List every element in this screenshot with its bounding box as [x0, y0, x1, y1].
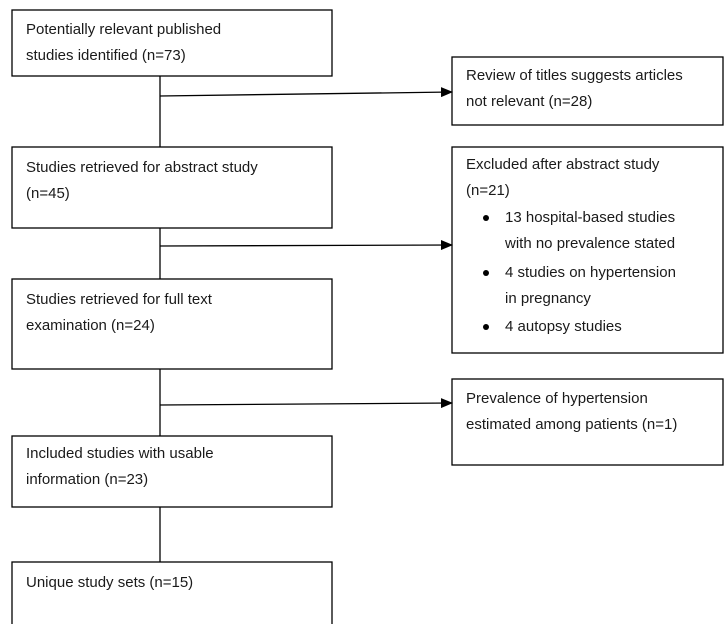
- bullet: [483, 324, 489, 330]
- box: [451, 56, 724, 126]
- arrow: [159, 398, 453, 409]
- box: [451, 378, 724, 466]
- arrow: [159, 240, 453, 251]
- node-text: (n=45): [26, 185, 70, 202]
- bullet-text: 4 studies on hypertension: [505, 264, 676, 281]
- box: [11, 278, 333, 370]
- bullet-text: 4 autopsy studies: [505, 318, 622, 335]
- box: [11, 146, 333, 229]
- node-text: Studies retrieved for abstract study: [26, 159, 258, 176]
- node-text: Studies retrieved for full text: [26, 291, 213, 308]
- exclusion-text: estimated among patients (n=1): [466, 416, 677, 433]
- box: [11, 435, 333, 508]
- node-text: Unique study sets (n=15): [26, 574, 193, 591]
- exclusion-text: Excluded after abstract study: [466, 156, 660, 173]
- bullet-text: in pregnancy: [505, 290, 591, 307]
- bullet: [483, 215, 489, 221]
- node-text: Included studies with usable: [26, 445, 214, 462]
- bullet-text: 13 hospital-based studies: [505, 209, 675, 226]
- box: [11, 561, 333, 624]
- box: [451, 146, 724, 354]
- exclusion-text: (n=21): [466, 182, 510, 199]
- exclusion-text: not relevant (n=28): [466, 93, 592, 110]
- exclusion-text: Prevalence of hypertension: [466, 390, 648, 407]
- node-text: examination (n=24): [26, 317, 155, 334]
- arrow: [159, 87, 453, 98]
- exclusion-text: Review of titles suggests articles: [466, 67, 683, 84]
- node-text: studies identified (n=73): [26, 47, 186, 64]
- bullet: [483, 270, 489, 276]
- box: [11, 9, 333, 77]
- node-text: Potentially relevant published: [26, 21, 221, 38]
- bullet-text: with no prevalence stated: [504, 235, 675, 252]
- node-text: information (n=23): [26, 471, 148, 488]
